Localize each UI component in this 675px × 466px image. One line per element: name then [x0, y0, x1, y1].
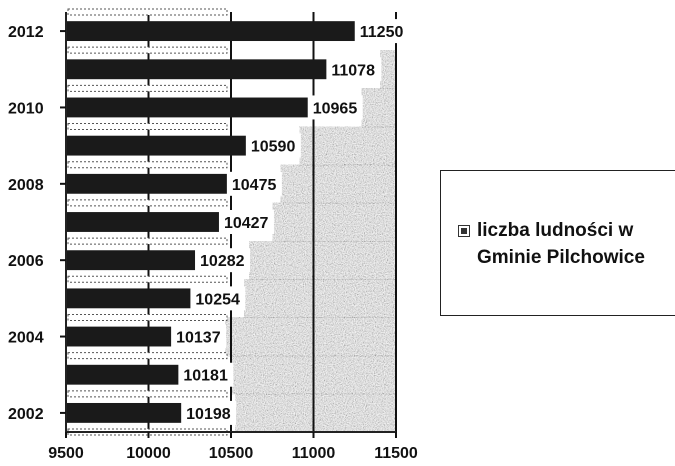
stripe	[67, 161, 228, 169]
legend: liczba ludności w Gminie Pilchowice	[440, 170, 675, 316]
data-label-2012: 11250	[360, 24, 404, 41]
bar-2010	[66, 97, 308, 118]
data-label-box	[308, 95, 363, 120]
data-label-box	[227, 171, 282, 196]
x-tick-label: 11500	[374, 445, 418, 462]
bar-2011	[66, 59, 327, 80]
x-tick-label: 10000	[126, 445, 171, 462]
stripe	[67, 84, 228, 92]
stripe	[67, 313, 228, 321]
y-tick-label: 2012	[8, 24, 44, 41]
shade-band	[272, 202, 396, 242]
axes: 9500 10000 10500 11000 11500 2002 2004 2006 2008…	[8, 12, 418, 462]
background-stripes	[67, 8, 228, 436]
stripe	[67, 275, 228, 283]
data-label-2008: 10475	[232, 177, 277, 194]
data-label-box	[179, 362, 234, 387]
y-tick-label: 2008	[8, 177, 44, 194]
bar-2005	[66, 288, 191, 309]
data-label-box	[182, 400, 237, 425]
data-label-box	[246, 133, 301, 158]
legend-label: liczba ludności w Gminie Pilchowice	[477, 220, 645, 268]
y-tick-label: 2006	[8, 253, 44, 270]
data-label-box	[355, 19, 410, 44]
shade-band	[380, 50, 396, 89]
stripe	[67, 237, 228, 245]
bar-2004	[66, 326, 172, 347]
shade-band	[235, 393, 396, 432]
y-tick-label: 2002	[8, 406, 44, 423]
x-tick-label: 9500	[48, 445, 84, 462]
data-label-box	[172, 324, 227, 349]
stripe	[67, 390, 228, 398]
stripe	[67, 46, 228, 54]
data-label-box	[191, 286, 246, 311]
data-label-2009: 10590	[251, 139, 296, 156]
shade-band	[232, 355, 396, 395]
bar-2007	[66, 212, 219, 232]
stripe	[67, 352, 228, 360]
bar-2006	[66, 250, 196, 271]
data-label-box	[219, 210, 274, 234]
bar-2003	[66, 364, 179, 385]
shade-band	[225, 317, 396, 357]
data-label-2010: 10965	[313, 100, 358, 117]
shade-band	[244, 279, 396, 318]
bar-2009	[66, 135, 246, 156]
data-labels: 10198 10181 10137 10254 10282 10427 10475 10590…	[172, 19, 410, 425]
bar-2012	[66, 21, 355, 42]
stripe	[67, 123, 228, 131]
data-label-2011: 11078	[331, 62, 375, 79]
data-label-2004: 10137	[176, 330, 221, 347]
data-label-2007: 10427	[224, 215, 269, 232]
stripe	[67, 8, 228, 16]
data-label-2006: 10282	[200, 253, 245, 270]
y-tick-label: 2004	[8, 330, 44, 347]
data-label-box	[196, 248, 251, 273]
bar-2002	[66, 402, 182, 423]
x-tick-label: 10500	[209, 445, 254, 462]
stripe	[67, 199, 228, 207]
data-label-2005: 10254	[195, 291, 240, 308]
x-tick-label: 11000	[292, 445, 336, 462]
bars	[66, 21, 355, 423]
data-label-2003: 10181	[183, 368, 228, 385]
legend-swatch-icon	[458, 225, 470, 237]
data-label-2002: 10198	[186, 406, 231, 423]
shade-band	[361, 88, 396, 128]
shade-band	[249, 241, 396, 280]
plot-shading	[225, 50, 396, 432]
data-label-box	[327, 57, 382, 82]
bar-2008	[66, 173, 227, 194]
shade-band	[299, 126, 396, 166]
y-tick-label: 2010	[8, 100, 44, 117]
shade-band	[280, 164, 396, 204]
